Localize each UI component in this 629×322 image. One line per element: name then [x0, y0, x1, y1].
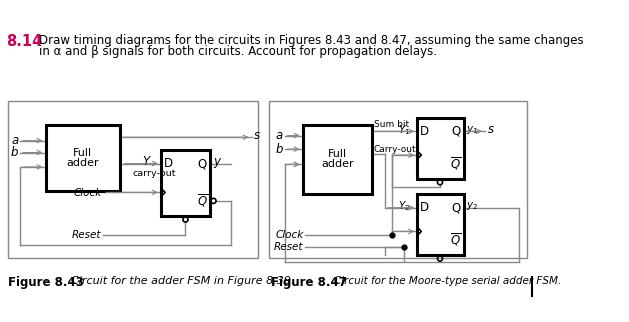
Text: b: b	[11, 146, 18, 159]
Text: Reset: Reset	[274, 242, 303, 252]
Bar	[161, 150, 210, 216]
Text: Clock: Clock	[275, 230, 303, 240]
Text: Circuit for the Moore-type serial adder FSM.: Circuit for the Moore-type serial adder …	[334, 276, 561, 286]
Text: Circuit for the adder FSM in Figure 8.39.: Circuit for the adder FSM in Figure 8.39…	[71, 276, 294, 286]
Text: adder: adder	[321, 159, 353, 169]
Text: Y: Y	[142, 155, 149, 168]
Bar	[269, 101, 527, 258]
Text: $\overline{Q}$: $\overline{Q}$	[450, 155, 462, 172]
Text: Q: Q	[198, 157, 207, 170]
Text: Full: Full	[328, 149, 347, 159]
Text: a: a	[276, 129, 283, 142]
Text: Reset: Reset	[72, 230, 101, 240]
Text: D: D	[164, 157, 173, 170]
Bar	[303, 125, 372, 194]
Bar	[45, 125, 120, 191]
Bar	[8, 101, 259, 258]
Text: $\overline{Q}$: $\overline{Q}$	[450, 232, 462, 248]
Text: in α and β signals for both circuits. Account for propagation delays.: in α and β signals for both circuits. Ac…	[39, 45, 437, 58]
Bar	[417, 118, 464, 179]
Text: $\overline{Q}$: $\overline{Q}$	[197, 193, 208, 209]
Text: Figure 8.47: Figure 8.47	[271, 276, 347, 289]
Text: adder: adder	[67, 158, 99, 168]
Text: s: s	[487, 123, 494, 136]
Bar	[417, 194, 464, 255]
Text: $Y_1$: $Y_1$	[398, 123, 410, 137]
Text: Q: Q	[452, 201, 460, 214]
Text: Sum bit: Sum bit	[374, 120, 409, 129]
Text: a: a	[11, 134, 18, 147]
Text: D: D	[420, 125, 429, 138]
Text: Carry-out: Carry-out	[374, 146, 416, 155]
Text: Full: Full	[73, 147, 92, 157]
Text: Draw timing diagrams for the circuits in Figures 8.43 and 8.47, assuming the sam: Draw timing diagrams for the circuits in…	[39, 34, 583, 47]
Text: Clock: Clock	[73, 188, 101, 198]
Text: 8.14: 8.14	[6, 34, 43, 49]
Text: Figure 8.43: Figure 8.43	[8, 276, 84, 289]
Text: $Y_2$: $Y_2$	[398, 199, 410, 213]
Text: s: s	[254, 129, 260, 142]
Text: b: b	[276, 143, 283, 156]
Text: y: y	[213, 155, 221, 168]
Text: carry-out: carry-out	[132, 169, 176, 178]
Text: $y_2$: $y_2$	[466, 200, 479, 212]
Text: D: D	[420, 201, 429, 214]
Text: Q: Q	[452, 125, 460, 138]
Text: $y_1$: $y_1$	[466, 124, 479, 136]
